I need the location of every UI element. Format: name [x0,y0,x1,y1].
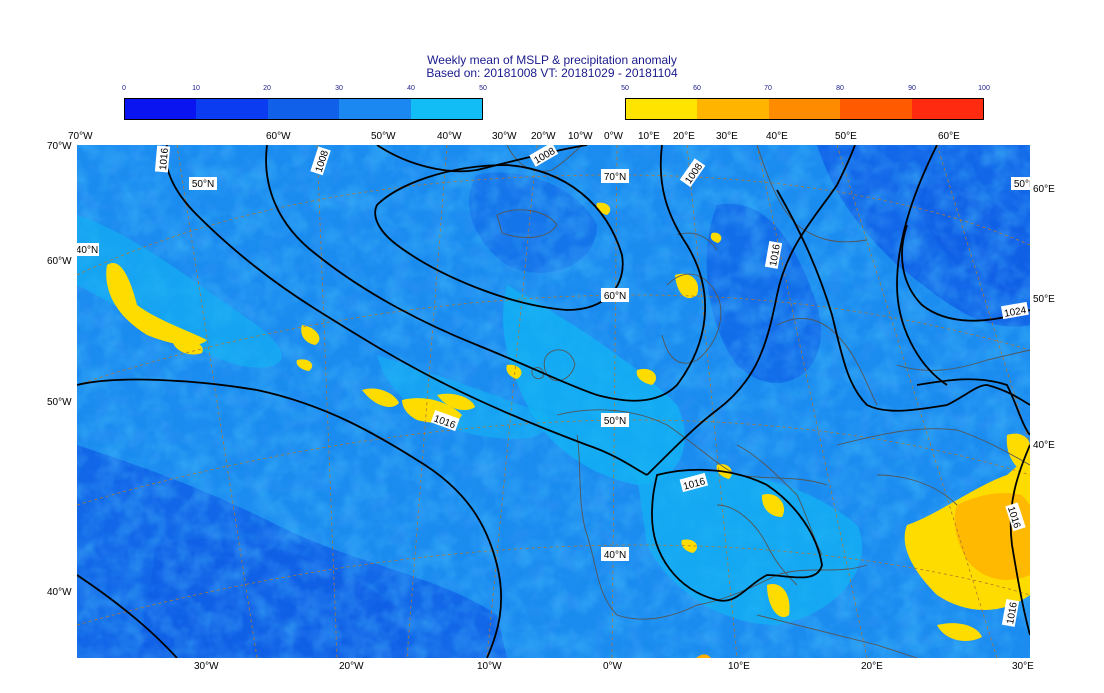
colorbar-swatch [125,99,197,119]
colorbar-tick: 90 [908,85,916,92]
map-canvas: 70°N 60°N 50°N 40°N 50°N 40°N 50°N 1016 … [77,145,1030,658]
colorbar-tick: 80 [836,85,844,92]
lat-label-edge: 50°N [192,179,214,190]
top-lon-label: 0°W [604,131,623,142]
colorbar-positive [625,98,984,120]
colorbar-tick: 0 [122,85,126,92]
colorbar-swatch [840,99,912,119]
bottom-lon-label: 0°W [603,661,622,672]
isobar-label: 1016 [1005,601,1020,625]
colorbar-tick: 60 [693,85,701,92]
colorbar-swatch [626,99,698,119]
isobars [77,145,1030,658]
left-axis-label: 70°W [47,141,72,152]
colorbar-tick: 50 [479,85,487,92]
colorbar-tick: 10 [192,85,200,92]
lat-label-60n: 60°N [604,291,626,302]
lat-label-40n: 40°N [604,550,626,561]
bottom-lon-label: 20°W [339,661,364,672]
colorbar-tick: 30 [335,85,343,92]
lat-label-edge: 50°N [1014,179,1030,190]
left-axis-label: 60°W [47,256,72,267]
top-lon-label: 40°E [766,131,788,142]
colorbar-tick: 20 [263,85,271,92]
left-axis-label: 40°W [47,587,72,598]
top-lon-label: 20°W [531,131,556,142]
top-lon-label: 20°E [673,131,695,142]
top-lon-label: 60°E [938,131,960,142]
top-lon-label: 30°E [716,131,738,142]
top-lon-label: 40°W [437,131,462,142]
bottom-lon-label: 30°W [194,661,219,672]
colorbar-swatch [697,99,769,119]
title-line-1: Weekly mean of MSLP & precipitation anom… [427,53,677,67]
lat-label-50n: 50°N [604,416,626,427]
top-lon-label: 60°W [266,131,291,142]
colorbar-tick: 70 [764,85,772,92]
bottom-lon-label: 20°E [861,661,883,672]
isobar-label: 1016 [158,147,171,171]
bottom-lon-label: 10°W [477,661,502,672]
colorbar-swatch [339,99,411,119]
top-lon-label: 50°E [835,131,857,142]
colorbar-negative [124,98,483,120]
right-axis-label: 50°E [1033,294,1055,305]
colorbar-swatch [768,99,841,119]
left-axis-label: 50°W [47,397,72,408]
colorbar-tick: 50 [621,85,629,92]
top-lon-label: 10°W [568,131,593,142]
right-axis-label: 60°E [1033,184,1055,195]
top-lon-label: 30°W [492,131,517,142]
colorbar-tick: 40 [407,85,415,92]
map-panel: 70°N 60°N 50°N 40°N 50°N 40°N 50°N 1016 … [77,145,1030,658]
right-axis-label: 40°E [1033,440,1055,451]
colorbar-swatch [196,99,268,119]
colorbar-swatch [911,99,984,119]
isobar-label: 1024 [1003,305,1027,320]
lat-label-edge: 40°N [77,245,98,256]
lat-label-70n: 70°N [604,172,626,183]
isobar-label: 1016 [768,243,783,267]
colorbar-tick: 100 [978,85,990,92]
top-lon-label: 50°W [371,131,396,142]
bottom-lon-label: 10°E [728,661,750,672]
latitude-labels: 70°N 60°N 50°N 40°N 50°N 40°N 50°N [77,169,1030,561]
colorbar-swatch [410,99,483,119]
title-line-2: Based on: 20181008 VT: 20181029 - 201811… [426,66,678,80]
top-lon-label: 70°W [68,131,93,142]
colorbar-swatch [267,99,340,119]
top-lon-label: 10°E [638,131,660,142]
bottom-lon-label: 30°E [1012,661,1034,672]
